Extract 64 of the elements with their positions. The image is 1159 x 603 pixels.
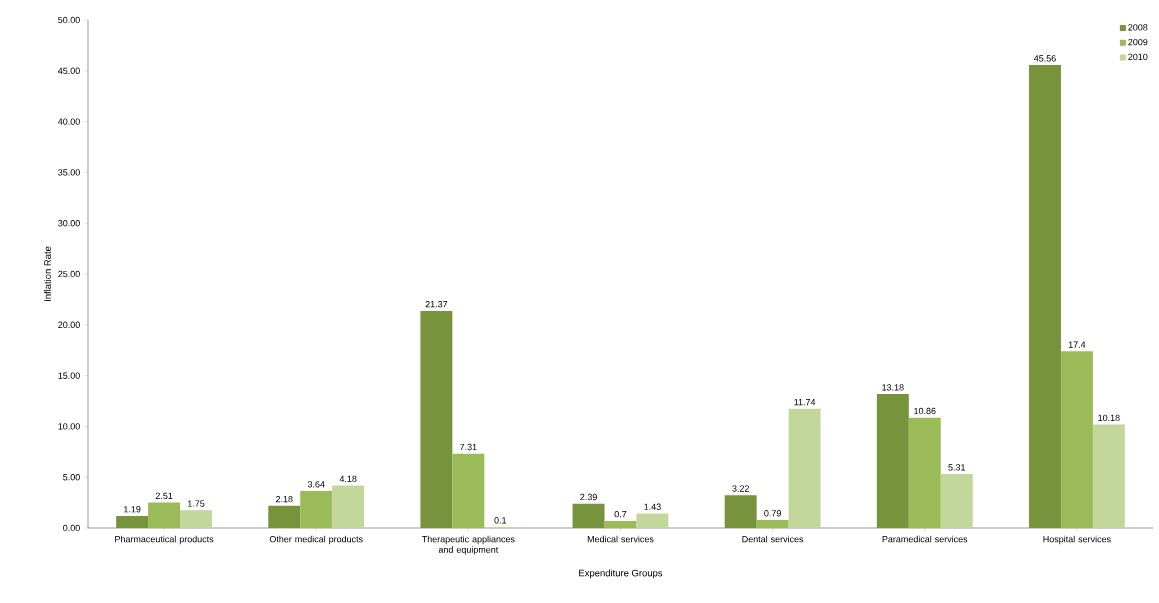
x-tick-label: Other medical products xyxy=(269,535,363,545)
data-label: 2.51 xyxy=(155,492,173,499)
data-label: 0.1 xyxy=(494,517,507,524)
bar xyxy=(604,520,637,528)
bar xyxy=(756,519,789,528)
legend-label: 2008 xyxy=(1128,24,1148,31)
data-label: 21.37 xyxy=(425,301,448,308)
bar xyxy=(908,417,941,528)
y-tick-label: 15.00 xyxy=(58,372,80,379)
bar xyxy=(332,485,365,528)
bar xyxy=(116,515,149,528)
data-label: 0.7 xyxy=(614,511,627,518)
bar xyxy=(300,491,333,528)
bar xyxy=(876,394,909,528)
data-label: 10.18 xyxy=(1098,414,1120,422)
legend-label: 2010 xyxy=(1128,53,1148,61)
bar xyxy=(1060,351,1093,528)
bar xyxy=(788,408,821,528)
data-label: 11.74 xyxy=(794,399,816,406)
data-label: 3.22 xyxy=(732,485,749,492)
bar xyxy=(1092,424,1125,528)
data-label: 45.56 xyxy=(1033,55,1056,62)
data-label: 1.19 xyxy=(124,506,141,513)
y-tick-label: 20.00 xyxy=(58,321,80,328)
bar xyxy=(148,502,181,528)
bar xyxy=(420,310,453,528)
data-label: 3.64 xyxy=(307,481,325,488)
x-tick-label: Medical services xyxy=(587,535,654,543)
data-label: 0.79 xyxy=(764,510,781,517)
y-tick-label: 10.00 xyxy=(58,423,80,430)
y-tick-label: 25.00 xyxy=(58,270,80,278)
data-label: 5.31 xyxy=(948,464,966,471)
bar xyxy=(1029,65,1061,528)
bar xyxy=(268,505,301,528)
bar xyxy=(636,513,669,528)
legend-label: 2009 xyxy=(1128,38,1148,46)
x-tick-label: Dental services xyxy=(742,535,804,543)
data-label: 1.43 xyxy=(644,503,661,510)
data-label: 10.86 xyxy=(914,407,936,415)
y-tick-label: 45.00 xyxy=(57,67,80,74)
data-label: 17.4 xyxy=(1068,341,1086,348)
y-tick-label: 50.00 xyxy=(58,16,80,24)
bar xyxy=(180,510,212,528)
data-label: 2.18 xyxy=(275,495,293,503)
x-axis-title: Expenditure Groups xyxy=(579,569,663,579)
data-label: 4.18 xyxy=(339,475,357,483)
data-label: 7.31 xyxy=(460,443,477,451)
data-label: 1.75 xyxy=(187,500,205,507)
y-tick-label: 5.00 xyxy=(63,474,80,481)
y-axis-title: Inflation Rate xyxy=(44,246,51,302)
x-tick-label: Therapeutic appliances and equipment xyxy=(421,535,515,555)
y-tick-label: 40.00 xyxy=(57,118,80,125)
data-label: 2.39 xyxy=(580,493,597,501)
bar xyxy=(452,453,485,528)
x-tick-label: Hospital services xyxy=(1043,535,1111,545)
bar xyxy=(724,495,757,528)
data-label: 13.18 xyxy=(882,384,904,391)
x-tick-label: Pharmaceutical products xyxy=(115,535,214,545)
bar xyxy=(940,474,973,528)
y-tick-label: 35.00 xyxy=(58,169,80,176)
bar xyxy=(572,503,605,528)
y-tick-label: 0.00 xyxy=(63,524,80,532)
y-tick-label: 30.00 xyxy=(58,220,80,227)
x-tick-label: Paramedical services xyxy=(882,535,968,543)
